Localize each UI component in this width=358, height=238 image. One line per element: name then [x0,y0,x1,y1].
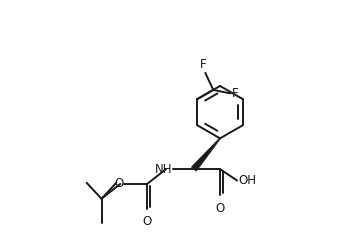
Text: NH: NH [155,163,172,176]
Text: O: O [142,215,152,228]
Text: O: O [114,178,123,190]
Text: F: F [200,58,207,71]
Polygon shape [192,138,221,171]
Text: OH: OH [238,174,256,187]
Text: F: F [232,87,239,100]
Text: O: O [216,202,224,215]
